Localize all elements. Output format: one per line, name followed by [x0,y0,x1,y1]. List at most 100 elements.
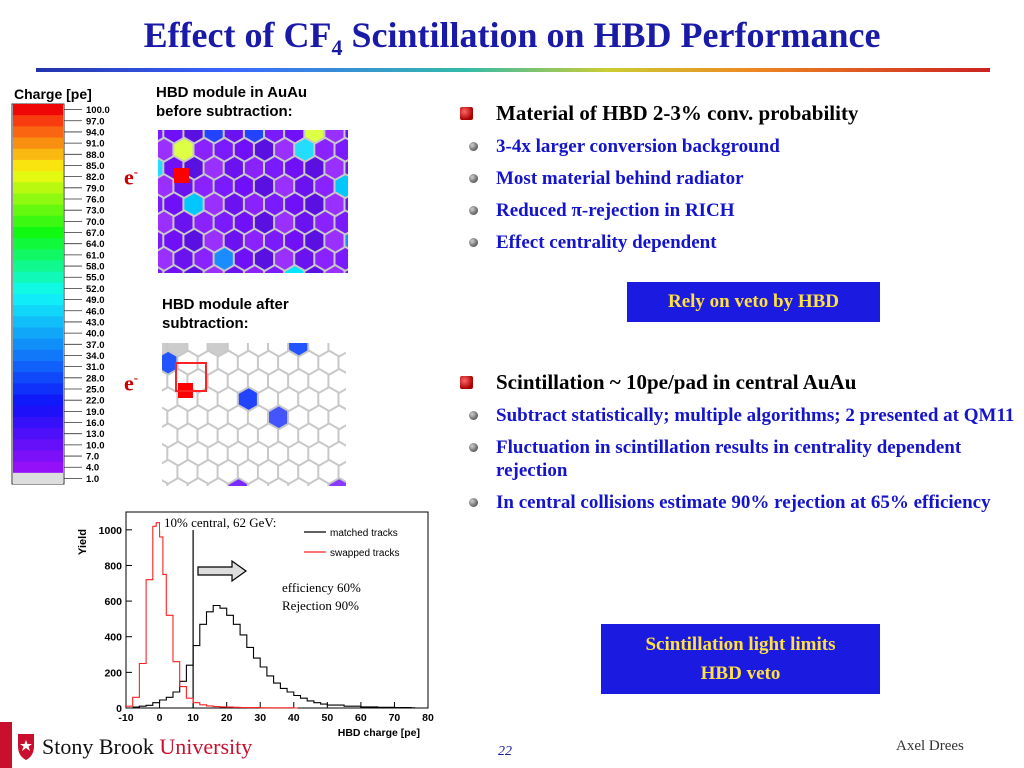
y-tick-label: 200 [104,667,122,679]
colorscale-label: 37.0 [86,340,105,351]
colorscale-band [13,159,63,172]
hex-pad [323,263,347,273]
colorscale-band [13,148,63,161]
electron-pad [174,168,189,183]
colorscale-band [13,338,63,351]
colorscale-label: 52.0 [86,284,105,295]
colorscale-label: 31.0 [86,362,105,373]
hex-pad [283,263,307,273]
colorscale-band [13,450,63,463]
y-tick-label: 400 [104,632,122,644]
series-line [126,522,298,709]
colorscale-band [13,193,63,206]
colorscale-label: 25.0 [86,385,105,396]
colorscale-band [13,428,63,440]
hex-pad [226,476,251,486]
logo-stripe [0,722,12,768]
bullet-sub: In central collisions estimate 90% rejec… [456,491,1022,514]
colorscale-label: 28.0 [86,373,105,384]
colorscale-label: 1.0 [86,474,99,485]
x-tick-label: 80 [422,712,434,724]
colorscale-band [13,260,63,273]
x-tick-label: 0 [157,712,163,724]
hex-pad [162,263,186,273]
colorscale: 100.097.094.091.088.085.082.079.076.073.… [11,103,110,485]
electron-label-top: e- [124,164,139,190]
colorscale-label: 91.0 [86,139,105,150]
colorscale-band [13,238,63,250]
chart-annotation: Rejection 90% [282,598,359,613]
colorscale-label: 100.0 [86,105,110,116]
colorscale-band [13,327,63,340]
colorscale-band [13,271,63,284]
colorscale-band [13,461,63,474]
hex-pad [166,476,190,486]
x-tick-label: 10 [187,712,199,724]
hex-pad [182,263,207,273]
hex-pad [222,263,247,273]
y-tick-label: 800 [104,560,122,572]
hex-pad [303,263,327,273]
panel-bottom-caption: HBD module after subtraction: [162,296,289,332]
colorscale-label: 22.0 [86,396,105,407]
hex-pad [202,263,227,273]
colorscale-label: 61.0 [86,250,105,261]
colorscale-label: 64.0 [86,239,105,250]
colorscale-band [13,115,63,127]
x-tick-label: 40 [288,712,300,724]
colorscale-band [13,249,63,261]
chart-title-bg [160,514,310,530]
author: Axel Drees [896,738,964,754]
y-tick-label: 600 [104,596,122,608]
colorscale-band [13,182,63,194]
colorscale-label: 76.0 [86,195,105,206]
colorscale-title: Charge [pe] [14,86,92,102]
university-shield-icon [18,734,34,760]
colorscale-label: 40.0 [86,329,105,340]
colorscale-band [13,137,63,150]
bullets-scintillation: Scintillation ~ 10pe/pad in central AuAu… [456,369,1022,514]
chart-annotation: efficiency 60% [282,580,361,595]
hex-pad [206,476,231,486]
legend-label: matched tracks [330,528,398,539]
colorscale-label: 16.0 [86,418,105,429]
colorscale-band [13,361,63,373]
colorscale-label: 82.0 [86,172,105,183]
bullet-sub: Most material behind radiator [456,167,1016,190]
colorscale-band [13,394,63,407]
colorscale-label: 94.0 [86,127,105,138]
x-tick-label: 50 [321,712,333,724]
colorscale-band [13,171,63,183]
bullet-main-scintillation: Scintillation ~ 10pe/pad in central AuAu [456,369,1022,395]
colorscale-label: 34.0 [86,351,105,362]
colorscale-band [13,405,63,418]
colorscale-band [13,416,63,429]
colorscale-band [13,104,63,116]
hex-pad [246,476,271,486]
series-line [132,604,416,709]
colorscale-band [13,294,63,306]
panel-top-caption: HBD module in AuAu before subtraction: [156,84,308,120]
scintillation-limit-box: Scintillation light limits HBD veto [601,624,880,694]
hex-pad [287,476,311,486]
x-tick-label: -10 [118,712,133,724]
colorscale-label: 13.0 [86,429,105,440]
chart-title: 10% central, 62 GeV: [164,515,276,530]
x-tick-label: 30 [254,712,266,724]
colorscale-band [13,305,63,317]
legend-label: swapped tracks [330,548,399,559]
colorscale-label: 85.0 [86,161,105,172]
bullet-main-material: Material of HBD 2-3% conv. probability [456,100,1016,126]
colorscale-label: 49.0 [86,295,105,306]
university-logo: Stony Brook University [42,734,253,759]
x-tick-label: 60 [355,712,367,724]
colorscale-band [13,472,63,484]
colorscale-label: 46.0 [86,306,105,317]
bullet-sub: Fluctuation in scintillation results in … [456,436,1022,482]
arrow-icon [197,559,248,583]
x-axis-label: HBD charge [pe] [338,727,420,739]
y-axis-label: Yield [77,529,89,555]
y-tick-label: 1000 [99,525,123,537]
bullet-sub: Subtract statistically; multiple algorit… [456,404,1022,427]
hex-pad [307,476,331,486]
